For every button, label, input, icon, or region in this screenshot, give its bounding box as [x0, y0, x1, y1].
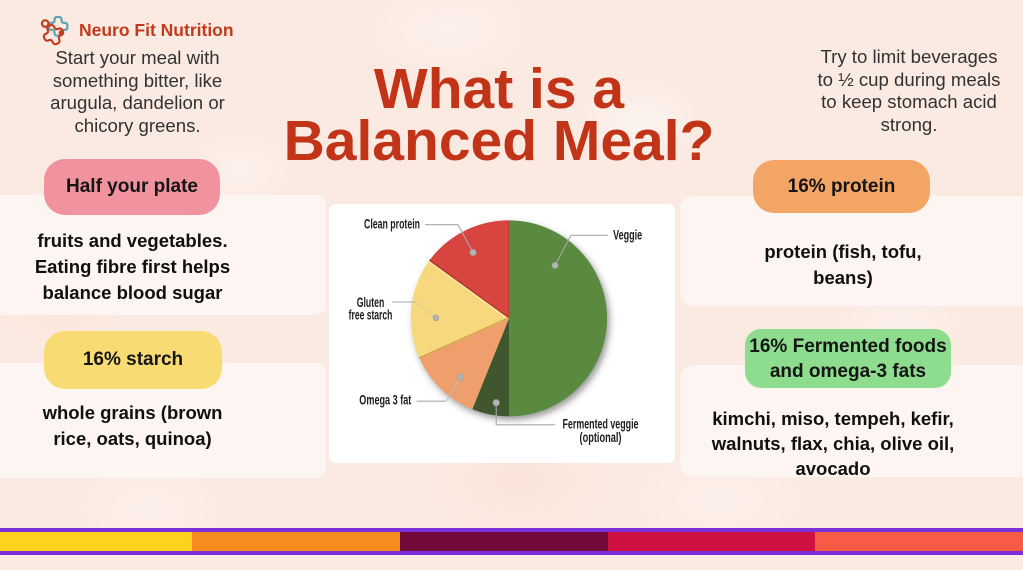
svg-text:Gluten: Gluten: [357, 295, 385, 310]
svg-text:Veggie: Veggie: [613, 227, 642, 242]
svg-text:Fermented veggie: Fermented veggie: [563, 416, 639, 431]
svg-text:Omega 3 fat: Omega 3 fat: [359, 393, 411, 408]
svg-text:free starch: free starch: [349, 308, 393, 323]
svg-text:Clean protein: Clean protein: [364, 216, 420, 231]
svg-text:(optional): (optional): [580, 430, 622, 445]
